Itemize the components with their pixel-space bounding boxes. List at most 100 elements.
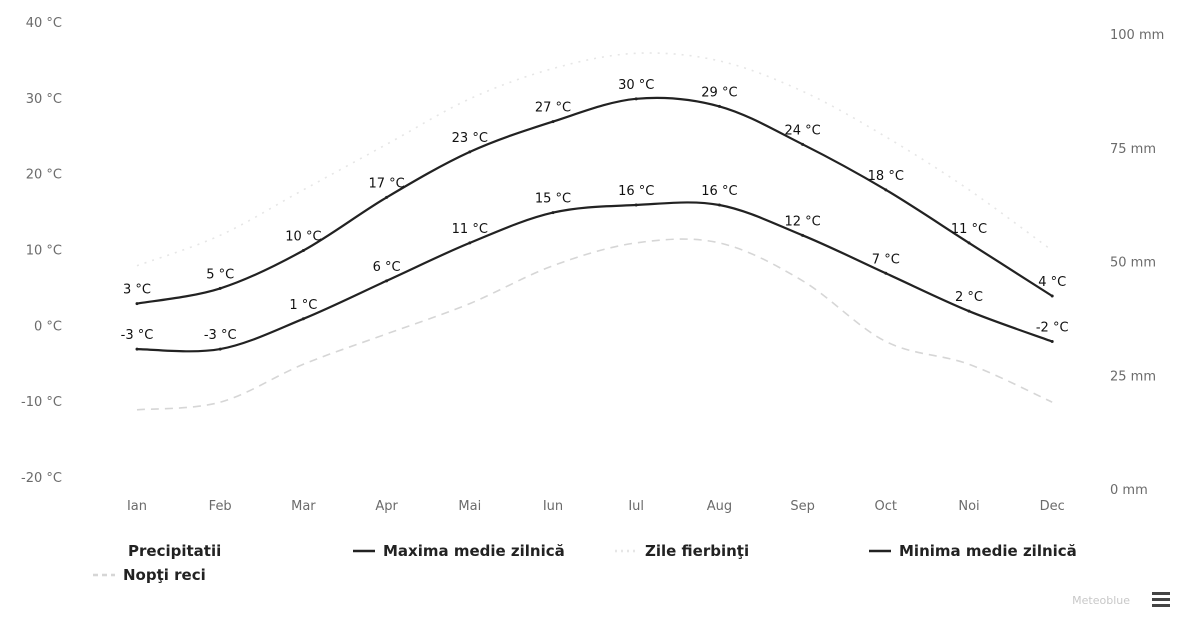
y-left-tick: -20 °C xyxy=(21,471,62,486)
data-labels-layer: 3 °C 5 °C 10 °C 17 °C 23 °C 27 °C 30 °C 29 °C 24… xyxy=(121,78,1069,343)
series-line-nopti-reci xyxy=(136,238,1053,411)
point-maxima-medie-zilnica-10 xyxy=(967,241,971,245)
x-tick-dec: Dec xyxy=(1040,499,1065,514)
x-tick-ian: Ian xyxy=(127,499,147,514)
x-tick-mai: Mai xyxy=(458,499,481,514)
data-label-maxima-medie-zilnica-7: 29 °C xyxy=(701,85,737,100)
legend-item-minima-medie-zilnica[interactable]: Minima medie zilnică xyxy=(869,542,1077,560)
point-maxima-medie-zilnica-7 xyxy=(717,104,721,108)
data-label-maxima-medie-zilnica-6: 30 °C xyxy=(618,78,654,93)
legend-label: Nopţi reci xyxy=(123,566,206,584)
point-maxima-medie-zilnica-3 xyxy=(385,195,389,199)
data-label-minima-medie-zilnica-1: -3 °C xyxy=(204,328,237,343)
series-layer xyxy=(135,52,1054,411)
point-nopti-reci-9 xyxy=(884,340,887,343)
legend-item-nopti-reci[interactable]: Nopţi reci xyxy=(93,566,206,584)
data-label-maxima-medie-zilnica-1: 5 °C xyxy=(206,267,234,282)
point-zile-fierbinti-3 xyxy=(385,143,388,146)
point-maxima-medie-zilnica-11 xyxy=(1050,294,1054,298)
point-minima-medie-zilnica-1 xyxy=(218,347,222,351)
point-maxima-medie-zilnica-4 xyxy=(468,150,472,154)
y-left-tick: 30 °C xyxy=(26,92,62,107)
point-minima-medie-zilnica-4 xyxy=(468,241,472,245)
point-minima-medie-zilnica-9 xyxy=(884,271,888,275)
legend-label: Precipitatii xyxy=(128,542,221,560)
legend-label: Minima medie zilnică xyxy=(899,542,1077,560)
data-label-maxima-medie-zilnica-9: 18 °C xyxy=(868,169,904,184)
point-minima-medie-zilnica-5 xyxy=(551,211,555,215)
legend: Precipitatii Maxima medie zilnică Zile fie… xyxy=(93,542,1077,584)
data-label-maxima-medie-zilnica-5: 27 °C xyxy=(535,101,571,116)
data-label-minima-medie-zilnica-11: -2 °C xyxy=(1036,321,1069,336)
point-zile-fierbinti-5 xyxy=(552,67,555,70)
point-minima-medie-zilnica-0 xyxy=(135,347,139,351)
y-right-tick: 100 mm xyxy=(1110,28,1164,43)
data-label-minima-medie-zilnica-2: 1 °C xyxy=(289,298,317,313)
x-tick-iul: Iul xyxy=(628,499,644,514)
point-zile-fierbinti-9 xyxy=(884,135,887,138)
point-minima-medie-zilnica-3 xyxy=(385,279,389,283)
x-tick-feb: Feb xyxy=(209,499,232,514)
data-label-minima-medie-zilnica-9: 7 °C xyxy=(872,252,900,267)
point-maxima-medie-zilnica-5 xyxy=(551,120,555,124)
point-maxima-medie-zilnica-0 xyxy=(135,302,139,306)
point-maxima-medie-zilnica-9 xyxy=(884,188,888,192)
data-label-minima-medie-zilnica-10: 2 °C xyxy=(955,290,983,305)
point-minima-medie-zilnica-8 xyxy=(801,233,805,237)
data-label-maxima-medie-zilnica-3: 17 °C xyxy=(368,176,404,191)
x-tick-mar: Mar xyxy=(291,499,316,514)
data-label-minima-medie-zilnica-0: -3 °C xyxy=(121,328,154,343)
x-tick-noi: Noi xyxy=(958,499,979,514)
series-line-minima-medie-zilnica xyxy=(136,201,1053,353)
y-left-tick: 0 °C xyxy=(34,319,62,334)
credit-text: Meteoblue xyxy=(1072,594,1130,607)
point-minima-medie-zilnica-11 xyxy=(1050,340,1054,343)
y-left-tick: 20 °C xyxy=(26,168,62,183)
data-label-maxima-medie-zilnica-11: 4 °C xyxy=(1038,275,1066,290)
x-tick-oct: Oct xyxy=(875,499,897,514)
data-label-minima-medie-zilnica-6: 16 °C xyxy=(618,184,654,199)
x-tick-sep: Sep xyxy=(790,499,815,514)
data-label-maxima-medie-zilnica-0: 3 °C xyxy=(123,283,151,298)
data-label-maxima-medie-zilnica-4: 23 °C xyxy=(452,131,488,146)
y-left-tick: 40 °C xyxy=(26,16,62,31)
legend-label: Maxima medie zilnică xyxy=(383,542,565,560)
series-line-zile-fierbinti xyxy=(136,52,1053,267)
x-tick-apr: Apr xyxy=(375,499,398,514)
x-tick-iun: Iun xyxy=(543,499,563,514)
y-right-tick: 0 mm xyxy=(1110,483,1148,498)
x-tick-aug: Aug xyxy=(707,499,732,514)
point-maxima-medie-zilnica-2 xyxy=(301,249,305,252)
point-maxima-medie-zilnica-6 xyxy=(634,97,638,101)
point-nopti-reci-7 xyxy=(718,241,721,244)
y-left-tick: 10 °C xyxy=(26,244,62,259)
y-right-tick: 25 mm xyxy=(1110,369,1156,384)
data-label-maxima-medie-zilnica-2: 10 °C xyxy=(285,230,321,245)
point-maxima-medie-zilnica-8 xyxy=(801,142,805,146)
data-label-maxima-medie-zilnica-8: 24 °C xyxy=(784,123,820,138)
point-nopti-reci-6 xyxy=(635,241,638,244)
point-nopti-reci-3 xyxy=(385,332,388,335)
y-right-tick: 50 mm xyxy=(1110,256,1156,271)
data-label-minima-medie-zilnica-8: 12 °C xyxy=(784,214,820,229)
data-label-minima-medie-zilnica-4: 11 °C xyxy=(452,222,488,237)
point-minima-medie-zilnica-6 xyxy=(634,203,638,207)
point-minima-medie-zilnica-2 xyxy=(301,317,305,321)
data-label-maxima-medie-zilnica-10: 11 °C xyxy=(951,222,987,237)
y-right-tick: 75 mm xyxy=(1110,142,1156,157)
point-minima-medie-zilnica-7 xyxy=(717,203,721,207)
data-label-minima-medie-zilnica-5: 15 °C xyxy=(535,192,571,207)
legend-label: Zile fierbinţi xyxy=(645,542,749,560)
point-zile-fierbinti-11 xyxy=(1051,249,1054,252)
y-left-tick: -10 °C xyxy=(21,395,62,410)
point-zile-fierbinti-7 xyxy=(718,59,721,62)
legend-item-zile-fierbinti[interactable]: Zile fierbinţi xyxy=(615,542,749,560)
point-minima-medie-zilnica-10 xyxy=(967,309,971,313)
legend-item-maxima-medie-zilnica[interactable]: Maxima medie zilnică xyxy=(353,542,565,560)
legend-item-precipitatii[interactable]: Precipitatii xyxy=(128,542,221,560)
hamburger-menu-icon[interactable] xyxy=(1150,590,1172,610)
point-nopti-reci-5 xyxy=(552,264,555,267)
data-label-minima-medie-zilnica-7: 16 °C xyxy=(701,184,737,199)
